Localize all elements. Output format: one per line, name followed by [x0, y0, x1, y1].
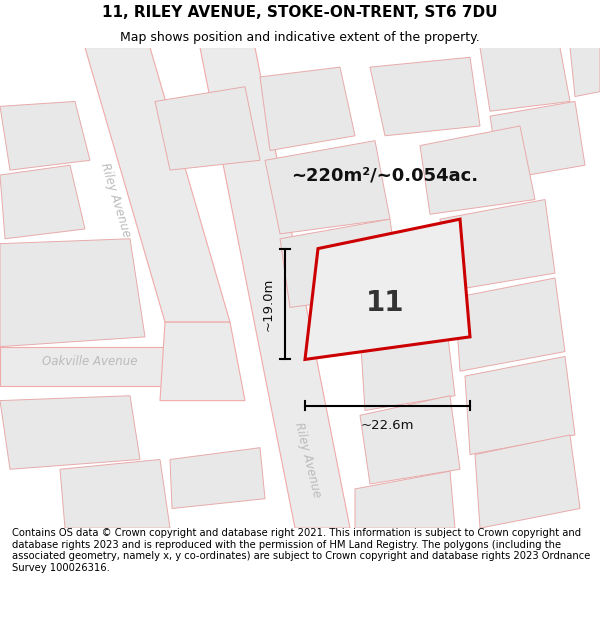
Polygon shape [360, 312, 455, 411]
Polygon shape [440, 199, 555, 291]
Polygon shape [0, 239, 145, 347]
Text: ~22.6m: ~22.6m [361, 419, 414, 432]
Polygon shape [570, 48, 600, 96]
Polygon shape [455, 278, 565, 371]
Polygon shape [160, 322, 245, 401]
Polygon shape [0, 101, 90, 170]
Polygon shape [0, 396, 140, 469]
Polygon shape [370, 58, 480, 136]
Polygon shape [85, 48, 230, 322]
Text: 11: 11 [366, 289, 404, 316]
Polygon shape [355, 471, 455, 528]
Text: Contains OS data © Crown copyright and database right 2021. This information is : Contains OS data © Crown copyright and d… [12, 528, 590, 573]
Polygon shape [305, 219, 470, 359]
Text: Riley Avenue: Riley Avenue [98, 161, 133, 238]
Text: 11, RILEY AVENUE, STOKE-ON-TRENT, ST6 7DU: 11, RILEY AVENUE, STOKE-ON-TRENT, ST6 7D… [102, 6, 498, 21]
Polygon shape [490, 101, 585, 180]
Polygon shape [360, 396, 460, 484]
Polygon shape [200, 48, 350, 528]
Polygon shape [60, 459, 170, 528]
Text: Map shows position and indicative extent of the property.: Map shows position and indicative extent… [120, 31, 480, 44]
Text: Oakville Avenue: Oakville Avenue [42, 355, 138, 368]
Polygon shape [480, 48, 570, 111]
Text: ~19.0m: ~19.0m [262, 278, 275, 331]
Polygon shape [0, 347, 200, 386]
Text: ~220m²/~0.054ac.: ~220m²/~0.054ac. [292, 166, 479, 184]
Text: Riley Avenue: Riley Avenue [292, 421, 323, 499]
Polygon shape [280, 219, 400, 308]
Polygon shape [420, 126, 535, 214]
Polygon shape [170, 448, 265, 509]
Polygon shape [475, 435, 580, 528]
Polygon shape [260, 67, 355, 151]
Polygon shape [265, 141, 390, 234]
Polygon shape [0, 165, 85, 239]
Polygon shape [465, 356, 575, 454]
Polygon shape [155, 87, 260, 170]
